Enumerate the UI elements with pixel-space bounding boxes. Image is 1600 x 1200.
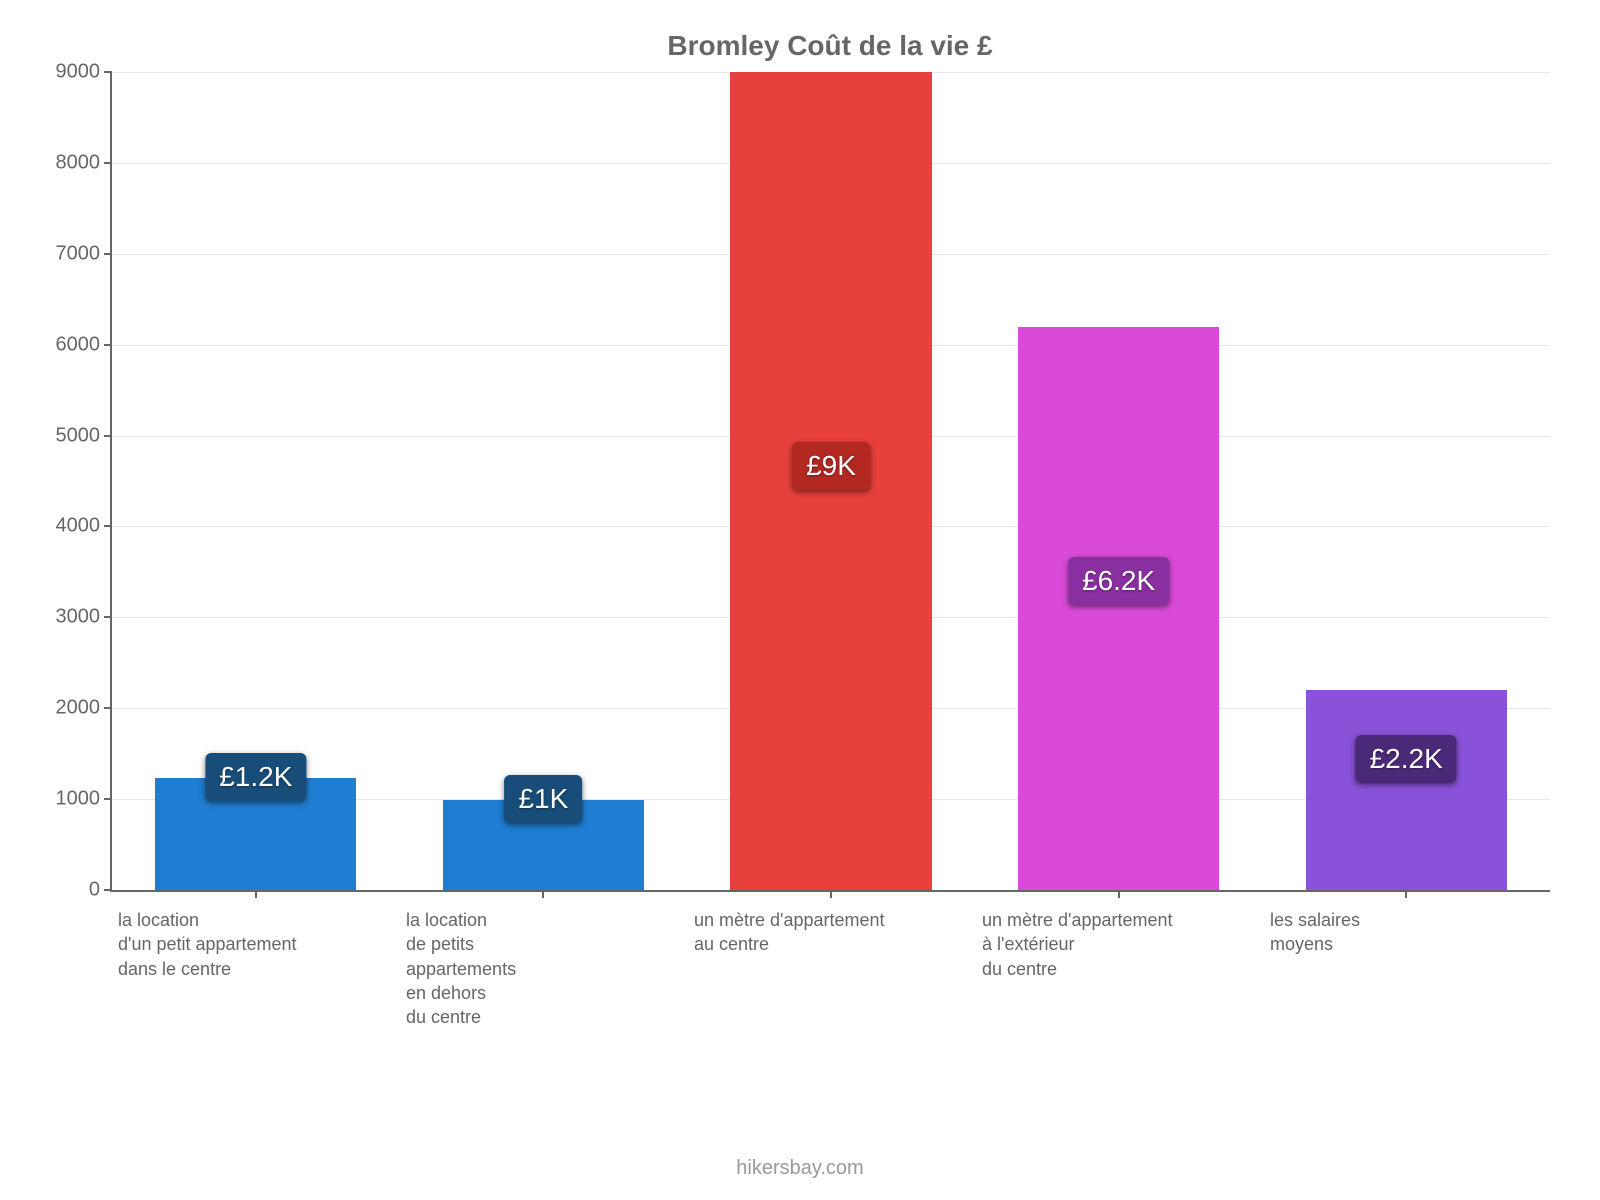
y-tick-mark (104, 707, 112, 709)
x-axis-label: un mètre d'appartement au centre (686, 908, 974, 1029)
x-tick-mark (1405, 890, 1407, 898)
bars-group: £1.2K £1K £9K £6.2K £2.2K (112, 72, 1550, 890)
x-axis-label: la location de petits appartements en de… (398, 908, 686, 1029)
y-tick-mark (104, 616, 112, 618)
bar-slot: £1K (400, 72, 688, 890)
y-tick-mark (104, 798, 112, 800)
y-tick-mark (104, 889, 112, 891)
x-axis-labels: la location d'un petit appartement dans … (110, 908, 1550, 1029)
bar-value-label: £2.2K (1356, 735, 1457, 783)
y-tick-mark (104, 435, 112, 437)
bar: £1K (443, 800, 644, 890)
bar-slot: £1.2K (112, 72, 400, 890)
bar-slot: £6.2K (975, 72, 1263, 890)
bar: £2.2K (1306, 690, 1507, 890)
bar-value-label: £1.2K (205, 753, 306, 801)
x-axis-label: un mètre d'appartement à l'extérieur du … (974, 908, 1262, 1029)
bar: £9K (730, 72, 931, 890)
bar-slot: £9K (687, 72, 975, 890)
x-axis-label: la location d'un petit appartement dans … (110, 908, 398, 1029)
y-tick-mark (104, 344, 112, 346)
bar: £1.2K (155, 778, 356, 890)
y-tick-mark (104, 162, 112, 164)
x-tick-mark (542, 890, 544, 898)
x-axis-label: les salaires moyens (1262, 908, 1550, 1029)
y-tick-mark (104, 71, 112, 73)
y-tick-mark (104, 525, 112, 527)
bar-value-label: £9K (792, 442, 870, 490)
x-tick-mark (830, 890, 832, 898)
bar: £6.2K (1018, 327, 1219, 891)
footer-attribution: hikersbay.com (0, 1157, 1600, 1180)
y-tick-mark (104, 253, 112, 255)
chart-title: Bromley Coût de la vie £ (110, 30, 1550, 62)
bar-slot: £2.2K (1262, 72, 1550, 890)
chart-container: Bromley Coût de la vie £ £1.2K £1K £9K £6.2… (0, 0, 1600, 1200)
plot-area: £1.2K£1K£9K£6.2K£2.2K 010002000300040005… (110, 72, 1550, 892)
x-tick-mark (1118, 890, 1120, 898)
bar-value-label: £6.2K (1068, 557, 1169, 605)
bar-value-label: £1K (504, 775, 582, 823)
x-tick-mark (255, 890, 257, 898)
